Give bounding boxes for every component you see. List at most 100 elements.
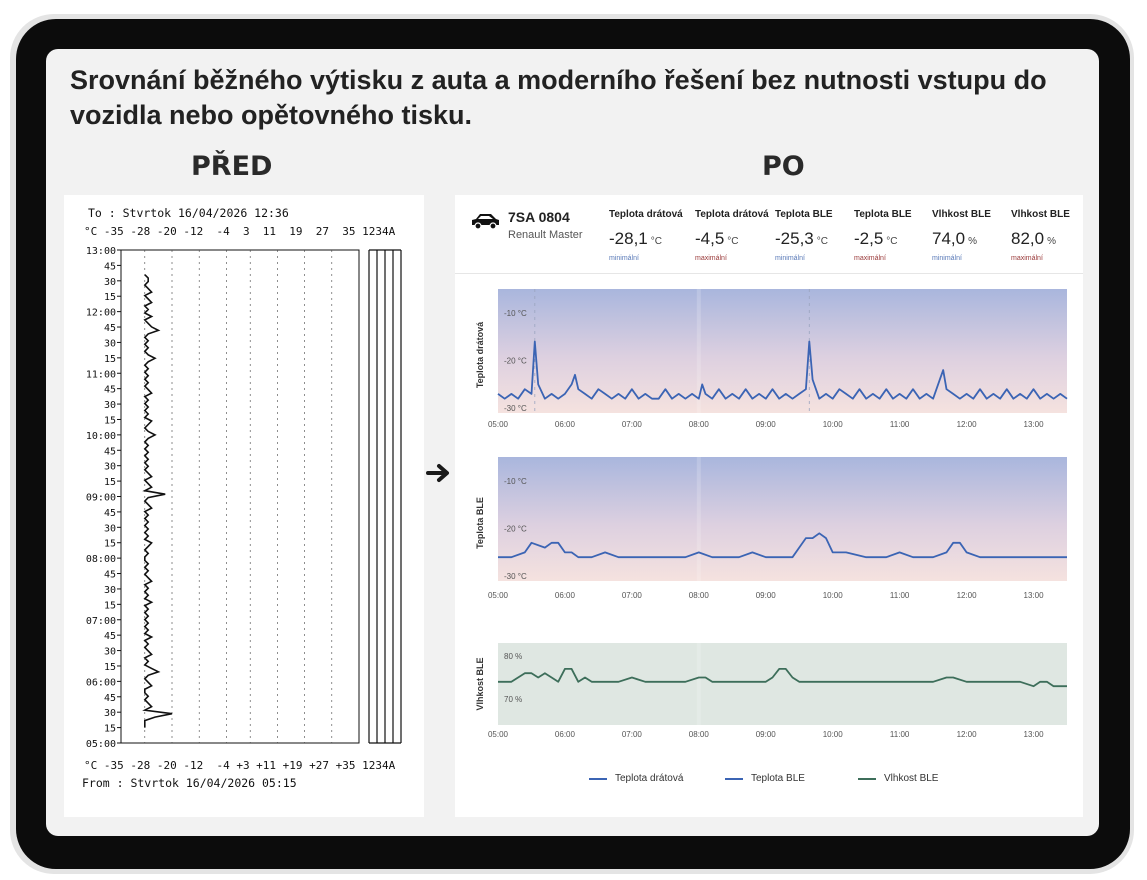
chart-x-tick-label: 11:00 xyxy=(890,730,910,739)
chart-y-axis-title: Vlhkost BLE xyxy=(475,657,485,710)
printout-time-label: 45 xyxy=(104,570,116,581)
chart-series-line xyxy=(498,667,1067,688)
printout-time-label: 45 xyxy=(104,508,116,519)
printout-footer: From : Stvrtok 16/04/2026 05:15 xyxy=(82,776,297,790)
metric-value: -2,5 °C xyxy=(854,229,898,249)
before-label: PŘED xyxy=(191,151,273,182)
printout-time-label: 15 xyxy=(104,600,116,611)
printout-time-label: 30 xyxy=(104,708,116,719)
chart-x-tick-label: 09:00 xyxy=(756,420,777,429)
printout-header: To : Stvrtok 16/04/2026 12:36 xyxy=(88,206,289,220)
chart-x-tick-label: 12:00 xyxy=(957,730,978,739)
chart-x-tick-label: 07:00 xyxy=(622,730,643,739)
chart-teplota-dratova: -10 °C -20 °C -30 °C 05:00 06:00 07:00 08:00 09… xyxy=(475,289,1068,429)
chart-x-tick-label: 06:00 xyxy=(555,591,576,600)
metric-number: -4,5 xyxy=(695,229,725,248)
legend-label: Vlhkost BLE xyxy=(884,773,939,784)
metric-sub: maximální xyxy=(695,255,727,262)
chart-y-tick-label: 70 % xyxy=(504,695,522,704)
chart-x-tick-label: 13:00 xyxy=(1024,591,1045,600)
metric-number: -28,1 xyxy=(609,229,648,248)
metric-value: 74,0% xyxy=(932,229,977,249)
metric-sub: minimální xyxy=(609,255,639,262)
printout-time-label: 15 xyxy=(104,539,116,550)
metric-header: Teplota drátová xyxy=(609,209,683,220)
headline: Srovnání běžného výtisku z auta a modern… xyxy=(70,65,1047,130)
chart-plot-area xyxy=(498,457,1067,581)
printout-time-label: 13:00 xyxy=(86,246,116,257)
printout-time-label: 15 xyxy=(104,662,116,673)
metric-sub: minimální xyxy=(932,255,962,262)
metric-number: 74,0 xyxy=(932,229,966,248)
chart-y-tick-label: -10 °C xyxy=(504,477,527,486)
arrow-right-icon xyxy=(426,464,449,482)
chart-x-tick-label: 05:00 xyxy=(488,420,509,429)
printout-time-label: 15 xyxy=(104,292,116,303)
printout-time-label: 30 xyxy=(104,400,116,411)
chart-y-tick-label: -20 °C xyxy=(504,357,527,366)
printout-time-label: 30 xyxy=(104,277,116,288)
chart-x-tick-label: 10:00 xyxy=(823,730,844,739)
screen: Srovnání běžného výtisku z auta a modern… xyxy=(46,49,1099,836)
printout-time-label: 15 xyxy=(104,354,116,365)
chart-highlight-band xyxy=(696,289,701,413)
printout: To : Stvrtok 16/04/2026 12:36 °C -35 -28… xyxy=(64,195,424,817)
chart-x-tick-label: 09:00 xyxy=(756,730,777,739)
chart-x-tick-label: 13:00 xyxy=(1024,730,1045,739)
metric-unit: % xyxy=(968,236,977,247)
printout-time-label: 09:00 xyxy=(86,493,116,504)
metric-unit: °C xyxy=(650,236,662,247)
legend-swatch xyxy=(858,777,876,780)
printout-time-label: 15 xyxy=(104,415,116,426)
printout-channel-bars xyxy=(368,249,402,744)
dashboard: 7SA 0804 Renault Master Teplota drátová … xyxy=(455,195,1083,817)
metric-sub: minimální xyxy=(775,255,805,262)
printout-time-label: 45 xyxy=(104,693,116,704)
after-label: PO xyxy=(762,151,805,182)
metric-unit: °C xyxy=(727,236,739,247)
printout-time-label: 06:00 xyxy=(86,677,116,688)
legend-item[interactable]: Teplota drátová xyxy=(589,773,683,784)
chart-x-tick-label: 08:00 xyxy=(689,591,710,600)
printout-time-label: 15 xyxy=(104,724,116,735)
chart-x-tick-label: 05:00 xyxy=(488,591,509,600)
legend-swatch xyxy=(725,777,743,780)
vehicle-plate: 7SA 0804 xyxy=(508,209,570,225)
printout-time-label: 30 xyxy=(104,585,116,596)
legend-item[interactable]: Teplota BLE xyxy=(725,773,805,784)
printout-time-label: 45 xyxy=(104,385,116,396)
printout-bottom-scale: °C -35 -28 -20 -12 -4 +3 +11 +19 +27 +35… xyxy=(84,759,396,772)
charts: -10 °C -20 °C -30 °C 05:00 06:00 07:00 08:00 09… xyxy=(475,289,1068,739)
metric-number: 82,0 xyxy=(1011,229,1045,248)
metric-header: Teplota drátová xyxy=(695,209,769,220)
printout-time-label: 45 xyxy=(104,261,116,272)
printout-time-label: 45 xyxy=(104,446,116,457)
chart-highlight-band xyxy=(696,643,701,725)
printout-time-label: 45 xyxy=(104,323,116,334)
legend-label: Teplota BLE xyxy=(751,773,805,784)
chart-y-tick-label: -30 °C xyxy=(504,404,527,413)
legend-label: Teplota drátová xyxy=(615,773,684,784)
printout-time-label: 45 xyxy=(104,631,116,642)
chart-plot-area xyxy=(498,289,1067,413)
chart-plot-area xyxy=(498,643,1067,725)
chart-x-tick-label: 08:00 xyxy=(689,730,710,739)
metric-header: Teplota BLE xyxy=(854,209,912,220)
metric-unit: % xyxy=(1047,236,1056,247)
printout-time-label: 07:00 xyxy=(86,616,116,627)
legend-item[interactable]: Vlhkost BLE xyxy=(858,773,938,784)
car-icon xyxy=(472,214,499,230)
chart-x-tick-label: 06:00 xyxy=(555,730,576,739)
chart-x-tick-label: 11:00 xyxy=(890,591,910,600)
printout-time-label: 30 xyxy=(104,523,116,534)
printout-time-label: 30 xyxy=(104,338,116,349)
metric-unit: °C xyxy=(816,236,828,247)
chart-x-tick-label: 12:00 xyxy=(957,591,978,600)
chart-x-tick-label: 08:00 xyxy=(689,420,710,429)
chart-x-tick-label: 13:00 xyxy=(1024,420,1045,429)
printout-time-label: 15 xyxy=(104,477,116,488)
printout-svg: To : Stvrtok 16/04/2026 12:36 °C -35 -28… xyxy=(82,206,402,790)
chart-x-tick-label: 07:00 xyxy=(622,420,643,429)
metric-number: -25,3 xyxy=(775,229,814,248)
metric-header: Vlhkost BLE xyxy=(932,209,991,220)
